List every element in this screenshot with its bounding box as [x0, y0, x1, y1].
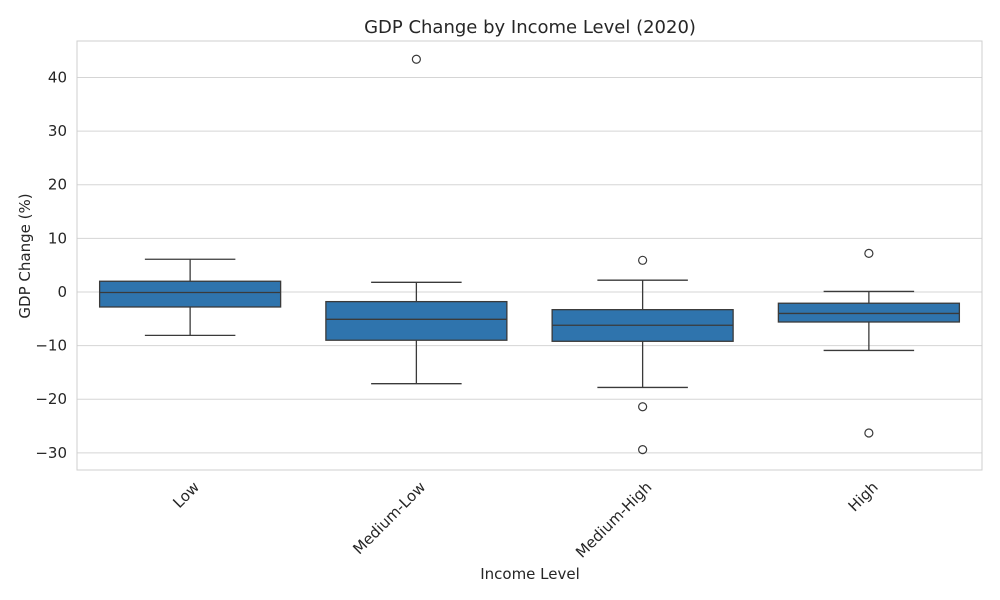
- iqr-box: [777, 302, 961, 323]
- outlier-point: [638, 445, 648, 455]
- iqr-box: [325, 300, 508, 341]
- y-axis-label: GDP Change (%): [16, 193, 34, 318]
- y-tick-label: 10: [48, 229, 67, 247]
- x-tick-label: Medium-High: [572, 478, 655, 561]
- outlier-point: [638, 255, 648, 265]
- x-tick-label: High: [845, 478, 882, 515]
- x-axis-label: Income Level: [480, 565, 580, 583]
- y-tick-label: −10: [35, 337, 67, 355]
- iqr-box: [98, 280, 282, 308]
- y-tick-label: 20: [48, 176, 67, 194]
- box-group-high: [777, 248, 961, 438]
- x-tick-labels: Low Medium-Low Medium-High High: [169, 478, 881, 561]
- y-tick-label: 40: [48, 68, 67, 86]
- outlier-point: [864, 248, 874, 258]
- box-group-medium-high: [551, 255, 734, 455]
- y-tick-label: −20: [35, 390, 67, 408]
- x-tick-label: Low: [169, 478, 203, 512]
- box-series: [98, 54, 961, 455]
- outlier-point: [411, 54, 421, 64]
- outlier-point: [864, 428, 874, 438]
- plot-frame: [76, 40, 983, 471]
- chart-title: GDP Change by Income Level (2020): [364, 17, 696, 38]
- y-grid-lines: [77, 76, 982, 454]
- outlier-point: [638, 402, 648, 412]
- x-tick-label: Medium-Low: [349, 478, 429, 558]
- y-tick-label: 30: [48, 122, 67, 140]
- y-tick-label: 0: [57, 283, 67, 301]
- box-group-low: [98, 258, 282, 337]
- y-tick-labels: −30 −20 −10 0 10 20 30 40: [35, 68, 67, 461]
- y-tick-label: −30: [35, 444, 67, 462]
- box-group-medium-low: [325, 54, 508, 385]
